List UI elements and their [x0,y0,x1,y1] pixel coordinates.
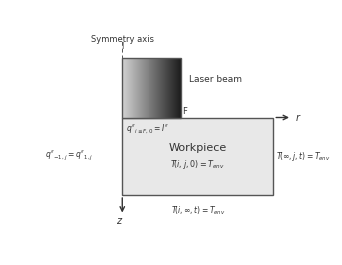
Bar [162,58,163,117]
Bar [131,58,132,117]
Bar [137,58,138,117]
Bar [130,58,131,117]
Bar [179,58,180,117]
Bar [158,58,159,117]
Bar [144,58,145,117]
Bar [164,58,165,117]
Bar [124,58,126,117]
Text: $T\!\left(\infty, j, t\right)=T_{env}$: $T\!\left(\infty, j, t\right)=T_{env}$ [276,150,331,163]
Bar [169,58,170,117]
Bar [145,58,146,117]
Bar [171,58,172,117]
Bar [177,58,179,117]
Bar [122,58,181,117]
Bar [128,58,129,117]
Bar [139,58,140,117]
Bar [136,58,137,117]
Text: $q''^{\,}_{-1,j} = q''^{\,}_{1,j}$: $q''^{\,}_{-1,j} = q''^{\,}_{1,j}$ [45,149,94,163]
Bar [134,58,135,117]
Text: |: | [121,42,123,48]
Bar [141,58,142,117]
Bar [176,58,177,117]
Text: r: r [296,113,300,122]
Bar [163,58,164,117]
Bar [156,58,158,117]
Bar [123,58,124,117]
Bar [157,58,158,117]
Text: Symmetry axis: Symmetry axis [91,35,154,44]
Bar [168,58,169,117]
Bar [143,58,144,117]
Bar [172,58,173,117]
Bar [154,58,156,117]
Bar [175,58,176,117]
Bar [127,58,128,117]
Text: z: z [116,217,121,227]
Bar [180,58,181,117]
Bar [167,58,168,117]
Bar [177,58,178,117]
Bar [133,58,134,117]
Bar [126,58,127,117]
Bar [135,58,136,117]
Text: F: F [182,108,187,117]
Bar [160,58,161,117]
Bar [173,58,174,117]
Bar [146,58,147,117]
Bar [132,58,133,117]
Bar [153,58,154,117]
Text: $q''^{\,}_{i\leq F,0} = I''$: $q''^{\,}_{i\leq F,0} = I''$ [126,123,169,136]
Bar [147,58,149,117]
Bar [153,58,155,117]
Bar [148,58,150,117]
Bar [122,117,273,195]
Bar [161,58,162,117]
Bar [142,58,143,117]
Bar [122,58,123,117]
Bar [174,58,175,117]
Bar [140,58,141,117]
Bar [149,58,151,117]
Bar [150,58,152,117]
Bar [166,58,167,117]
Bar [152,58,153,117]
Bar [138,58,139,117]
Bar [147,58,148,117]
Bar [165,58,166,117]
Text: Laser beam: Laser beam [188,75,241,84]
Text: Workpiece: Workpiece [169,143,227,153]
Bar [125,58,127,117]
Bar [155,58,157,117]
Text: $T\!\left(i, \infty, t\right)=T_{env}$: $T\!\left(i, \infty, t\right)=T_{env}$ [171,204,225,217]
Bar [159,58,160,117]
Bar [170,58,171,117]
Bar [129,58,130,117]
Text: $T\!\left(i, j, 0\right)=T_{env}$: $T\!\left(i, j, 0\right)=T_{env}$ [170,158,225,171]
